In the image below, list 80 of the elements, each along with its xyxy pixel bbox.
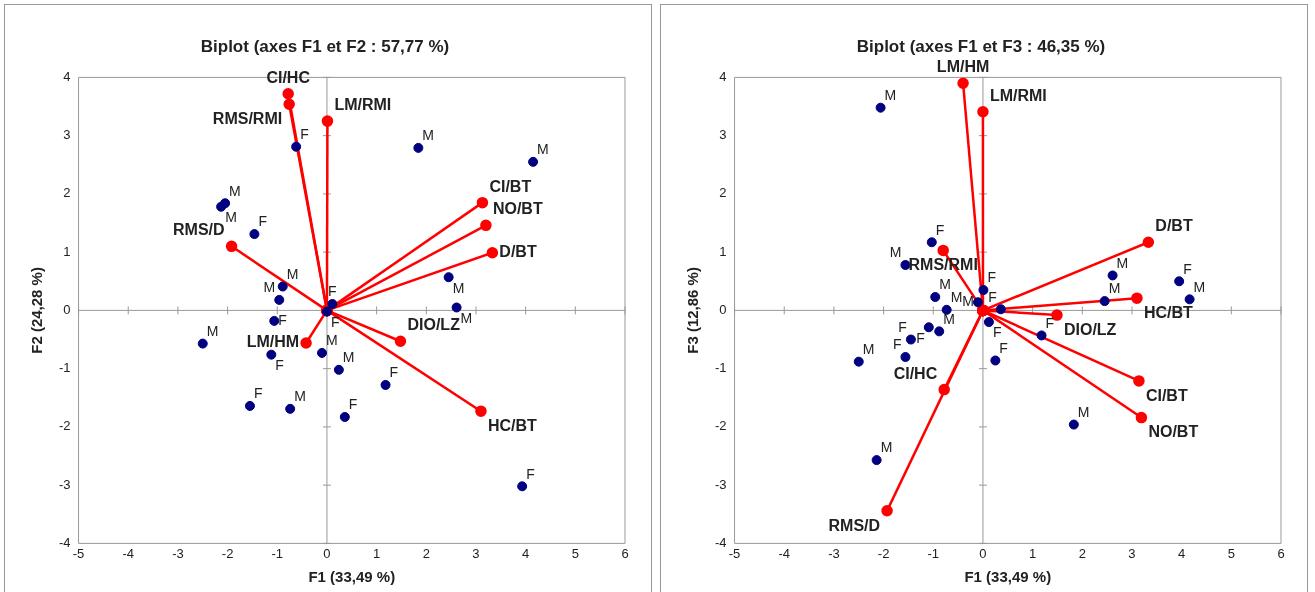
y-tick-label: -2 — [59, 418, 71, 434]
x-axis-title: F1 (33,49 %) — [964, 568, 1052, 586]
x-tick-label: 0 — [979, 545, 987, 561]
y-tick-label: 1 — [63, 243, 71, 259]
data-label: M — [225, 209, 237, 226]
data-label: F — [253, 385, 263, 402]
x-tick-label: -3 — [172, 545, 184, 561]
x-tick-label: -1 — [271, 545, 284, 561]
x-tick-label: 4 — [1178, 545, 1186, 561]
series-label: CI/BT — [489, 177, 532, 195]
x-tick-label: 6 — [621, 545, 629, 561]
y-tick-label: -4 — [715, 534, 727, 550]
y-tick-label: -4 — [59, 534, 71, 550]
y-tick-label: -1 — [59, 360, 71, 376]
y-tick-label: 2 — [719, 185, 727, 201]
y-tick-label: 2 — [63, 185, 71, 201]
data-label: F — [935, 221, 945, 238]
y-axis-title: F3 (12,86 %) — [684, 267, 702, 354]
series-label: CI/HC — [266, 68, 311, 86]
data-label: M — [889, 244, 902, 261]
x-tick-label: -2 — [221, 545, 234, 561]
x-tick-label: 2 — [422, 545, 430, 561]
data-label: M — [862, 341, 875, 358]
y-tick-label: 0 — [719, 301, 727, 317]
x-tick-label: 5 — [571, 545, 579, 561]
series-label: CI/BT — [1145, 386, 1188, 404]
series-label: LM/RMI — [334, 95, 392, 113]
y-tick-label: 3 — [63, 127, 71, 143]
y-tick-label: -1 — [715, 360, 727, 376]
x-tick-label: 3 — [1128, 545, 1136, 561]
x-tick-label: 2 — [1078, 545, 1086, 561]
y-tick-label: 4 — [719, 68, 727, 84]
series-label: RMS/D — [828, 516, 881, 534]
x-tick-label: 4 — [522, 545, 530, 561]
series-label: HC/BT — [487, 417, 538, 435]
series-label: LM/RMI — [989, 86, 1047, 104]
data-label: F — [275, 357, 284, 374]
chart-title: Biplot (axes F1 et F3 : 46,35 %) — [856, 36, 1106, 56]
series-label: D/BT — [1155, 217, 1193, 235]
series-label: LM/HM — [246, 333, 300, 351]
series-label: HC/BT — [1143, 304, 1194, 322]
x-tick-label: 5 — [1227, 545, 1235, 561]
series-label: RMS/RMI — [212, 110, 283, 128]
x-axis-title: F1 (33,49 %) — [308, 568, 396, 586]
data-label: M — [537, 141, 549, 158]
data-label: M — [229, 182, 241, 199]
x-tick-label: -5 — [728, 545, 741, 561]
series-label: LM/HM — [936, 58, 990, 76]
x-tick-label: -4 — [122, 545, 135, 561]
data-label: M — [294, 388, 306, 405]
x-tick-label: 1 — [1029, 545, 1037, 561]
data-label: F — [1183, 260, 1192, 277]
data-label: F — [258, 213, 267, 230]
y-tick-label: 1 — [719, 243, 727, 259]
y-tick-label: 4 — [63, 68, 71, 84]
data-label: M — [206, 322, 219, 339]
series-label: RMS/D — [173, 221, 225, 239]
x-tick-label: -3 — [828, 545, 840, 561]
x-tick-label: 0 — [323, 545, 331, 561]
y-axis-title: F2 (24,28 %) — [28, 267, 46, 354]
data-label: M — [1193, 278, 1206, 295]
y-tick-label: 3 — [719, 127, 727, 143]
x-tick-label: 3 — [472, 545, 480, 561]
x-tick-label: -4 — [778, 545, 791, 561]
x-tick-label: -1 — [927, 545, 940, 561]
x-tick-label: 1 — [373, 545, 381, 561]
y-tick-label: 0 — [63, 301, 71, 317]
x-tick-label: 6 — [1277, 545, 1285, 561]
data-label: M — [422, 127, 435, 144]
x-tick-label: -5 — [72, 545, 85, 561]
y-tick-label: -2 — [715, 418, 727, 434]
x-tick-label: -2 — [877, 545, 890, 561]
y-tick-label: -3 — [59, 476, 71, 492]
chart-title: Biplot (axes F1 et F2 : 57,77 %) — [200, 36, 450, 56]
y-tick-label: -3 — [715, 476, 727, 492]
data-label: M — [884, 87, 897, 104]
series-label: NO/BT — [1148, 423, 1199, 441]
series-label: NO/BT — [492, 200, 543, 218]
data-label: F — [526, 465, 535, 482]
series-label: D/BT — [499, 243, 537, 261]
